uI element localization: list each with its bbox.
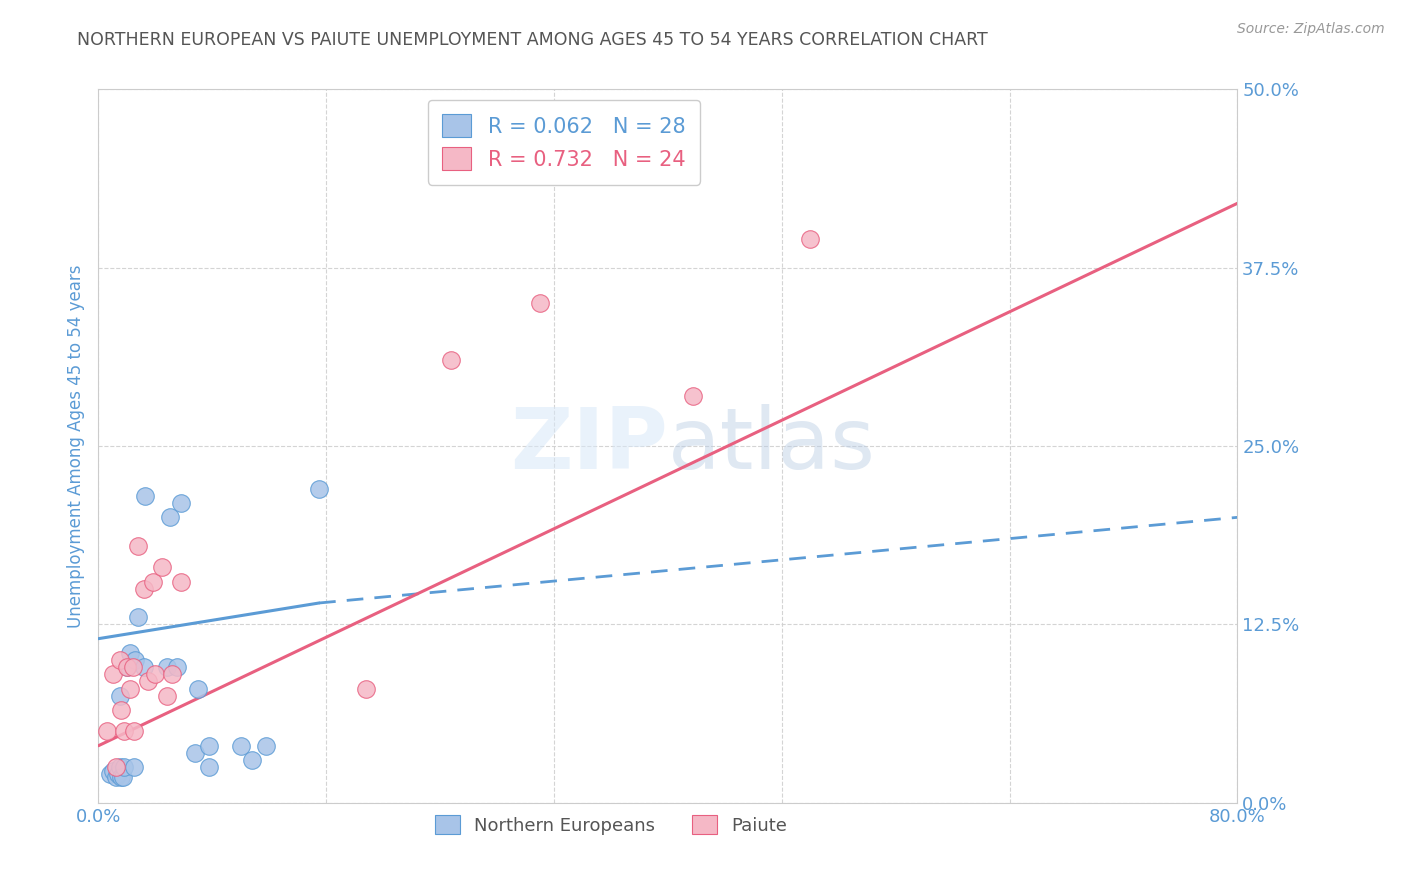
Point [101,764,124,779]
Point [799,232,821,246]
Point [682,389,704,403]
Point [118,646,141,660]
Point [166,660,188,674]
Point [98,767,121,781]
Point [170,496,193,510]
Point [101,667,124,681]
Point [152,560,174,574]
Point [124,653,146,667]
Point [108,653,131,667]
Point [136,674,159,689]
Point [529,296,551,310]
Point [115,660,138,674]
Text: Source: ZipAtlas.com: Source: ZipAtlas.com [1237,22,1385,37]
Point [122,724,145,739]
Point [156,660,179,674]
Text: NORTHERN EUROPEAN VS PAIUTE UNEMPLOYMENT AMONG AGES 45 TO 54 YEARS CORRELATION C: NORTHERN EUROPEAN VS PAIUTE UNEMPLOYMENT… [77,31,988,49]
Point [115,660,138,674]
Point [127,539,149,553]
Point [108,689,131,703]
Point [198,760,221,774]
Point [145,667,167,681]
Y-axis label: Unemployment Among Ages 45 to 54 years: Unemployment Among Ages 45 to 54 years [66,264,84,628]
Point [240,753,263,767]
Point [229,739,252,753]
Point [440,353,463,368]
Point [107,767,129,781]
Point [354,681,377,696]
Point [111,770,134,784]
Point [156,689,179,703]
Point [96,724,118,739]
Point [198,739,221,753]
Point [122,760,145,774]
Point [187,681,209,696]
Point [134,489,156,503]
Point [308,482,330,496]
Text: ZIP: ZIP [510,404,668,488]
Point [159,510,181,524]
Point [110,703,132,717]
Point [112,760,135,774]
Point [108,760,131,774]
Point [104,770,127,784]
Point [170,574,193,589]
Point [118,681,141,696]
Point [132,660,155,674]
Legend: Northern Europeans, Paiute: Northern Europeans, Paiute [426,805,796,844]
Point [162,667,184,681]
Point [141,574,163,589]
Text: atlas: atlas [668,404,876,488]
Point [254,739,277,753]
Point [112,724,135,739]
Point [132,582,155,596]
Point [110,770,132,784]
Point [121,660,143,674]
Point [127,610,149,624]
Point [104,760,127,774]
Point [184,746,207,760]
